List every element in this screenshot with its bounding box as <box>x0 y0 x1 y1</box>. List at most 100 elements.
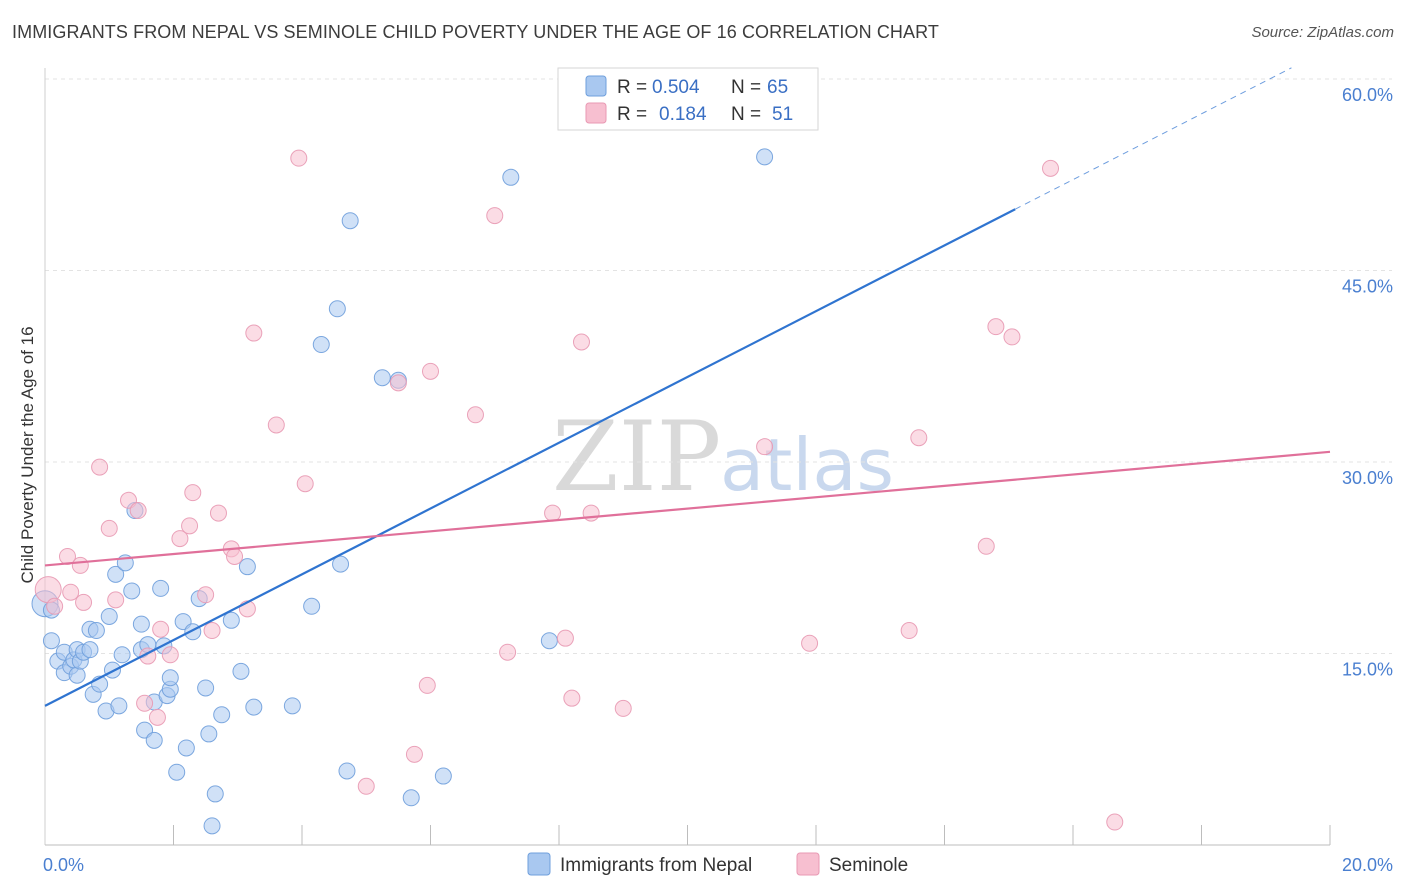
nepal-point <box>373 369 391 387</box>
nepal-point <box>312 336 330 354</box>
seminole-point <box>62 583 80 601</box>
y-axis-title: Child Poverty Under the Age of 16 <box>18 326 37 583</box>
nepal-point <box>328 300 346 318</box>
nepal-point <box>203 817 221 835</box>
bottom-legend-swatch-seminole <box>796 852 820 876</box>
axis-layer: 0.0% 20.0% 15.0% 30.0% 45.0% 60.0% <box>43 68 1393 875</box>
nepal-point <box>68 666 86 684</box>
seminole-point <box>203 622 221 640</box>
nepal-point <box>132 615 150 633</box>
nepal-point <box>123 582 141 600</box>
nepal-point <box>434 767 452 785</box>
nepal-point <box>303 597 321 615</box>
bottom-legend-label-seminole: Seminole <box>829 855 908 876</box>
legend-n-value-nepal: 65 <box>767 77 788 98</box>
seminole-point <box>209 504 227 522</box>
seminole-point <box>405 745 423 763</box>
seminole-point <box>46 597 64 615</box>
legend-n-label-nepal: N = <box>731 77 761 98</box>
seminole-point <box>152 620 170 638</box>
nepal-point <box>42 632 60 650</box>
nepal-point <box>502 168 520 186</box>
seminole-point <box>486 207 504 225</box>
source-label: Source: ZipAtlas.com <box>1251 24 1394 41</box>
bottom-legend-label-nepal: Immigrants from Nepal <box>560 855 752 876</box>
nepal-point <box>197 679 215 697</box>
seminole-point <box>389 374 407 392</box>
nepal-point <box>341 212 359 230</box>
nepal-point <box>107 565 125 583</box>
seminole-point <box>296 475 314 493</box>
seminole-point <box>910 429 928 447</box>
seminole-point <box>1042 159 1060 177</box>
seminole-point <box>197 586 215 604</box>
seminole-point <box>148 708 166 726</box>
bottom-legend-swatch-nepal <box>527 852 551 876</box>
nepal-point <box>168 763 186 781</box>
nepal-point <box>332 555 350 573</box>
seminole-point <box>71 556 89 574</box>
y-tick-label: 60.0% <box>1342 85 1393 105</box>
legend-swatch-nepal <box>585 75 607 97</box>
x-tick-label: 20.0% <box>1342 855 1393 875</box>
seminole-point <box>107 591 125 609</box>
nepal-point <box>177 739 195 757</box>
seminole-point <box>181 517 199 535</box>
x-tick-label: 0.0% <box>43 855 84 875</box>
seminole-point <box>267 416 285 434</box>
seminole-point <box>977 537 995 555</box>
seminole-point <box>184 484 202 502</box>
nepal-point <box>200 725 218 743</box>
chart-title: IMMIGRANTS FROM NEPAL VS SEMINOLE CHILD … <box>12 22 940 42</box>
nepal-point <box>81 641 99 659</box>
seminole-point <box>136 694 154 712</box>
seminole-point <box>91 458 109 476</box>
seminole-point <box>756 438 774 456</box>
regression-layer <box>44 67 1331 707</box>
nepal-point <box>152 579 170 597</box>
series-legend: Immigrants from Nepal Seminole <box>527 852 908 876</box>
seminole-point <box>357 777 375 795</box>
nepal-point <box>245 698 263 716</box>
seminole-point <box>1106 813 1124 831</box>
seminole-point <box>544 504 562 522</box>
y-tick-label: 15.0% <box>1342 660 1393 680</box>
legend-n-label-seminole: N = <box>731 104 761 125</box>
nepal-point <box>222 611 240 629</box>
seminole-point <box>171 530 189 548</box>
nepal-regression-line <box>44 208 1016 707</box>
seminole-point <box>226 547 244 565</box>
points-layer <box>31 148 1124 835</box>
seminole-point <box>161 646 179 664</box>
seminole-point <box>290 149 308 167</box>
legend-r-label-nepal: R = <box>617 77 647 98</box>
stats-legend: R = 0.504 N = 65 R = 0.184 N = 51 <box>557 67 819 131</box>
watermark-atlas: atlas <box>720 423 894 507</box>
seminole-point <box>129 502 147 520</box>
watermark-zip: ZIP <box>552 401 721 513</box>
seminole-point <box>100 519 118 537</box>
nepal-point <box>87 622 105 640</box>
seminole-point <box>563 689 581 707</box>
seminole-point <box>572 333 590 351</box>
nepal-point <box>238 558 256 576</box>
seminole-point <box>801 634 819 652</box>
seminole-point <box>422 362 439 380</box>
nepal-point <box>213 706 231 724</box>
seminole-point <box>499 643 517 661</box>
nepal-point <box>161 669 179 687</box>
nepal-point <box>100 607 118 625</box>
legend-r-value-seminole: 0.184 <box>659 104 707 125</box>
nepal-point <box>206 785 224 803</box>
nepal-point <box>338 762 356 780</box>
nepal-point <box>756 148 774 166</box>
nepal-point <box>540 632 558 650</box>
legend-r-label-seminole: R = <box>617 104 647 125</box>
nepal-point <box>113 646 131 664</box>
seminole-point <box>900 622 918 640</box>
seminole-point <box>1003 328 1021 346</box>
seminole-point <box>987 318 1005 336</box>
nepal-point <box>283 697 301 715</box>
y-tick-label: 45.0% <box>1342 277 1393 297</box>
seminole-point <box>75 593 93 611</box>
